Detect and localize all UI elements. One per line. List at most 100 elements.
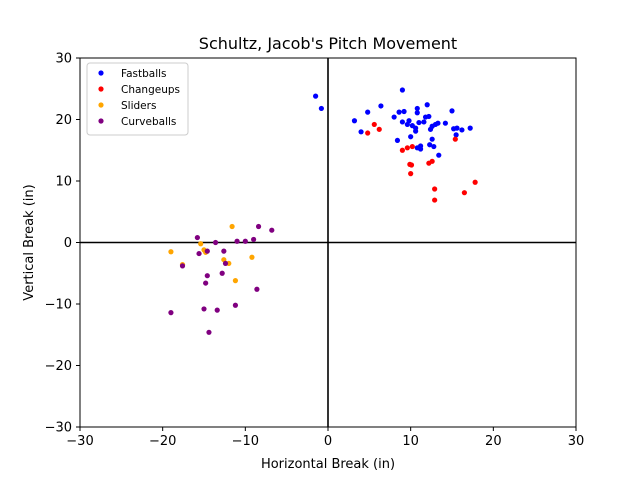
point-curveballs-14 [232, 302, 239, 308]
y-tick-label-4: 10 [55, 175, 72, 190]
point-curveballs-1 [179, 263, 186, 269]
point-curveballs-16 [242, 238, 248, 244]
point-changeups-12 [432, 197, 438, 203]
point-changeups-4 [404, 145, 410, 151]
point-curveballs-12 [221, 248, 227, 254]
x-axis-label: Horizontal Break (in) [261, 457, 395, 472]
point-curveballs-7 [204, 273, 210, 279]
point-fastballs-23 [417, 143, 424, 149]
point-changeups-1 [371, 121, 377, 128]
legend-marker-fastballs [98, 70, 104, 76]
point-fastballs-13 [406, 118, 412, 124]
y-tick-label-3: 0 [64, 236, 72, 251]
point-curveballs-2 [194, 234, 200, 241]
point-changeups-14 [461, 190, 467, 196]
legend-box [86, 62, 189, 136]
plot-layer: −30 −20 −10 0 10 20 30 −30 −20 −10 0 10 20 30 [45, 52, 585, 450]
point-fastballs-20 [416, 119, 422, 126]
point-fastballs-2 [351, 118, 358, 124]
point-curveballs-11 [219, 270, 225, 276]
point-changeups-3 [399, 147, 405, 153]
point-fastballs-14 [408, 134, 414, 140]
point-fastballs-4 [365, 109, 371, 115]
point-fastballs-7 [396, 109, 402, 115]
point-curveballs-20 [269, 227, 275, 233]
legend: Fastballs Changeups Sliders Curveballs [86, 62, 189, 136]
point-changeups-15 [472, 179, 478, 185]
point-fastballs-17 [413, 128, 419, 134]
x-tick-label-4: 10 [402, 434, 419, 449]
point-sliders-0 [168, 249, 174, 255]
point-fastballs-41 [459, 127, 465, 133]
legend-label-fastballs: Fastballs [121, 68, 167, 80]
point-fastballs-32 [431, 143, 437, 150]
point-curveballs-4 [201, 306, 207, 312]
point-fastballs-40 [453, 132, 459, 138]
point-curveballs-15 [234, 238, 240, 244]
legend-marker-changeups [98, 86, 104, 92]
point-fastballs-26 [424, 102, 430, 108]
x-tick-label-2: −10 [232, 434, 259, 449]
y-tick-label-1: −20 [45, 359, 72, 374]
y-tick-label-6: 30 [55, 52, 72, 67]
legend-marker-curveballs [98, 118, 104, 124]
point-fastballs-29 [429, 136, 435, 142]
point-changeups-7 [408, 162, 415, 168]
point-fastballs-19 [414, 105, 420, 112]
point-fastballs-37 [449, 108, 455, 114]
point-curveballs-8 [206, 329, 212, 335]
point-fastballs-28 [427, 142, 433, 148]
point-changeups-2 [376, 126, 382, 132]
point-fastballs-10 [401, 108, 407, 115]
x-tick-label-5: 20 [485, 434, 502, 449]
point-fastballs-9 [399, 87, 405, 93]
point-changeups-8 [408, 171, 414, 177]
y-axis-label: Vertical Break (in) [22, 184, 37, 300]
point-curveballs-9 [212, 239, 219, 246]
point-fastballs-42 [467, 125, 473, 131]
point-curveballs-6 [204, 248, 210, 254]
point-fastballs-3 [358, 129, 364, 135]
legend-label-sliders: Sliders [121, 100, 156, 112]
point-fastballs-36 [442, 120, 448, 126]
point-changeups-5 [409, 143, 415, 150]
y-tick-label-0: −30 [45, 421, 72, 436]
point-curveballs-5 [203, 280, 209, 286]
point-fastballs-27 [426, 113, 432, 120]
point-fastballs-6 [391, 114, 397, 120]
point-curveballs-19 [255, 223, 262, 230]
point-fastballs-34 [435, 120, 441, 126]
point-curveballs-17 [251, 236, 257, 243]
point-sliders-2 [198, 241, 204, 247]
legend-marker-sliders [98, 102, 104, 108]
point-changeups-10 [429, 158, 435, 164]
point-curveballs-10 [214, 307, 220, 313]
x-tick-label-3: 0 [324, 434, 332, 449]
point-curveballs-13 [222, 260, 229, 267]
point-fastballs-8 [394, 137, 401, 144]
y-tick-label-2: −10 [45, 298, 72, 313]
x-tick-label-1: −20 [149, 434, 176, 449]
chart-title: Schultz, Jacob's Pitch Movement [199, 34, 457, 53]
point-fastballs-35 [436, 152, 442, 158]
point-fastballs-1 [318, 105, 324, 112]
point-curveballs-18 [254, 286, 260, 292]
x-tick-label-6: 30 [568, 434, 585, 449]
legend-label-curveballs: Curveballs [121, 116, 176, 128]
point-changeups-0 [365, 130, 371, 136]
point-fastballs-18 [414, 110, 420, 116]
point-fastballs-39 [454, 125, 460, 131]
point-sliders-8 [232, 278, 239, 284]
x-tick-label-0: −30 [66, 434, 93, 449]
point-curveballs-3 [196, 250, 202, 257]
point-fastballs-11 [399, 119, 405, 125]
point-sliders-7 [229, 223, 235, 230]
point-fastballs-0 [313, 93, 319, 99]
point-sliders-9 [249, 254, 255, 260]
point-fastballs-24 [421, 119, 427, 125]
point-changeups-11 [432, 186, 438, 192]
point-fastballs-5 [378, 103, 384, 109]
legend-label-changeups: Changeups [121, 84, 180, 96]
